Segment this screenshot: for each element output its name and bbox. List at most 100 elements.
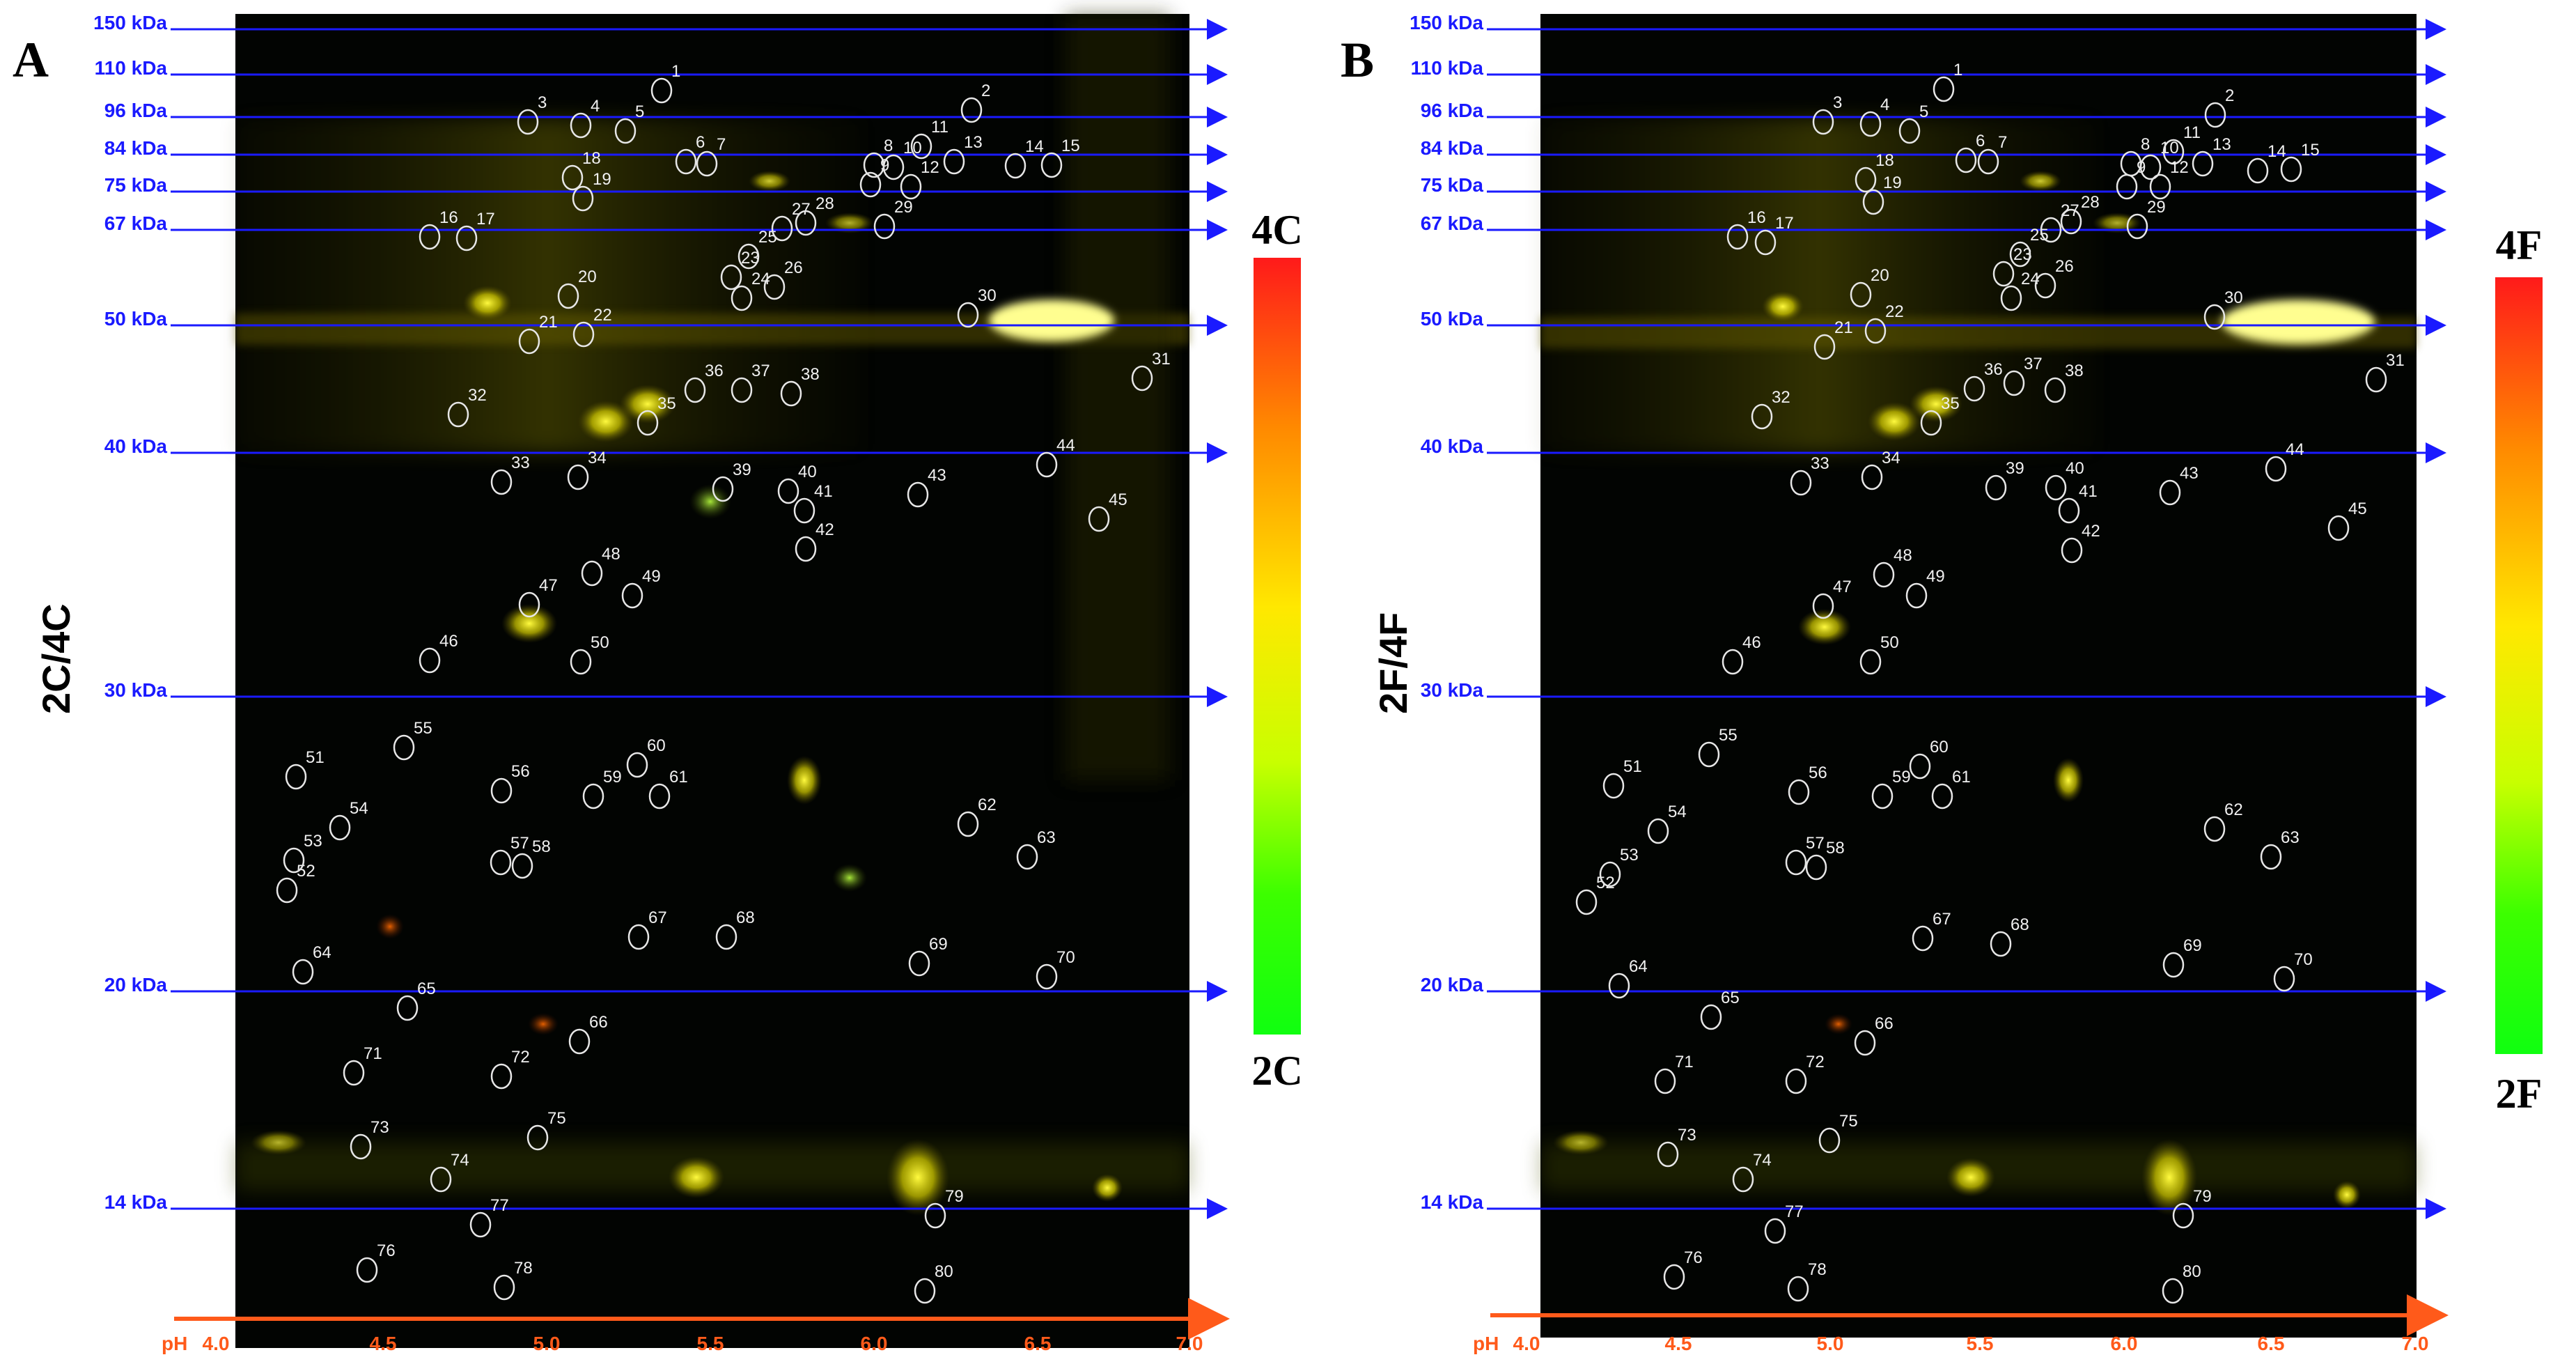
gel-texture-a [235, 14, 1189, 1216]
spot-circle-a-50 [570, 649, 592, 675]
panel-b: B 2F/4F 150 kDa 110 kDa 96 kDa [1341, 12, 2543, 1354]
spot-circle-a-65 [396, 995, 419, 1021]
spot-label-a-12: 12 [921, 158, 939, 177]
spot-label-b-34: 34 [1882, 449, 1900, 467]
spot-label-a-50: 50 [591, 633, 609, 652]
spot-label-a-55: 55 [414, 719, 432, 738]
spot-label-a-61: 61 [669, 768, 688, 787]
spot-label-b-3: 3 [1833, 93, 1842, 112]
spot-label-a-71: 71 [364, 1044, 382, 1063]
spot-circle-b-22 [1864, 318, 1887, 344]
spot-label-b-48: 48 [1894, 546, 1912, 565]
spot-circle-b-64 [1608, 973, 1630, 999]
spot-circle-b-80 [2162, 1278, 2184, 1304]
spot-circle-a-18 [561, 164, 584, 191]
panel-a: A 2C/4C 150 kDa [13, 12, 1303, 1354]
spot-circle-a-26 [763, 274, 786, 300]
spot-circle-a-30 [957, 302, 979, 328]
colorbar-a-top-label: 4C [1251, 207, 1302, 253]
spot-circle-a-35 [637, 410, 659, 436]
spot-label-b-13: 13 [2212, 135, 2231, 154]
spot-label-b-1: 1 [1953, 61, 1962, 79]
spot-circle-b-74 [1732, 1166, 1754, 1193]
panel-b-letter: B [1341, 32, 1374, 88]
spot-label-b-65: 65 [1721, 989, 1740, 1007]
spot-label-b-16: 16 [1747, 208, 1766, 227]
ph-tick-6.5: 6.5 [2258, 1333, 2285, 1354]
spot-circle-b-26 [2034, 272, 2056, 299]
spot-circle-b-48 [1873, 561, 1895, 588]
spot-circle-a-66 [568, 1028, 591, 1055]
spot-circle-b-58 [1805, 854, 1827, 881]
spot-label-b-4: 4 [1880, 95, 1889, 114]
mw-label-30: 30 kDa [1421, 679, 1484, 701]
spot-circle-a-34 [567, 464, 589, 490]
spot-label-b-70: 70 [2294, 950, 2313, 969]
spot-circle-a-58 [511, 853, 533, 879]
mw-label-96: 96 kDa [104, 100, 168, 121]
spot-label-a-3: 3 [538, 93, 547, 112]
spot-circle-a-43 [907, 481, 929, 508]
spot-label-a-21: 21 [539, 313, 558, 332]
spot-circle-a-10 [882, 154, 905, 180]
mw-label-20: 20 kDa [104, 974, 168, 996]
mw-label-67: 67 kDa [1421, 212, 1484, 234]
mw-label-84: 84 kDa [104, 137, 168, 159]
spot-circle-a-70 [1036, 963, 1058, 990]
colorbar-a-bottom-label: 2C [1251, 1048, 1302, 1094]
spot-label-b-72: 72 [1806, 1053, 1825, 1071]
spot-circle-b-57 [1785, 849, 1807, 876]
ph-tick-5.0: 5.0 [1817, 1333, 1844, 1354]
spot-circle-a-46 [419, 647, 441, 674]
spot-circle-b-29 [2126, 213, 2148, 240]
spot-label-a-7: 7 [717, 135, 726, 154]
spot-circle-b-59 [1871, 783, 1894, 810]
spot-circle-a-56 [490, 777, 513, 804]
spot-label-a-41: 41 [814, 482, 833, 501]
spot-label-b-33: 33 [1811, 454, 1829, 473]
spot-circle-b-38 [2044, 377, 2066, 403]
spot-label-b-56: 56 [1809, 764, 1827, 782]
spot-label-b-55: 55 [1719, 726, 1738, 745]
spot-circle-b-25 [2009, 241, 2031, 268]
spot-label-b-28: 28 [2081, 193, 2100, 212]
spot-label-a-60: 60 [647, 736, 666, 755]
spot-label-b-54: 54 [1668, 803, 1687, 821]
mw-label-50: 50 kDa [1421, 308, 1484, 330]
colorbar-gradient-b [2495, 277, 2543, 1054]
spot-circle-b-40 [2045, 474, 2067, 501]
spot-circle-b-45 [2327, 515, 2350, 541]
spot-circle-a-36 [684, 377, 706, 403]
spot-circle-a-57 [490, 849, 512, 876]
spot-label-a-69: 69 [929, 935, 948, 954]
spot-circle-a-72 [490, 1063, 513, 1090]
spot-circle-a-62 [957, 811, 979, 837]
spot-label-a-5: 5 [635, 102, 644, 121]
spot-circle-b-12 [2149, 173, 2171, 200]
spot-label-b-19: 19 [1883, 173, 1902, 192]
spot-circle-b-35 [1920, 410, 1942, 436]
spot-circle-a-28 [795, 210, 817, 236]
spot-label-a-20: 20 [578, 268, 597, 286]
spot-label-b-15: 15 [2301, 141, 2320, 160]
mw-label-40: 40 kDa [104, 435, 168, 457]
spot-label-a-4: 4 [591, 97, 600, 116]
spot-circle-a-48 [581, 560, 603, 587]
spot-label-b-66: 66 [1875, 1014, 1894, 1033]
spot-label-a-29: 29 [894, 198, 913, 217]
spot-label-b-61: 61 [1952, 768, 1971, 787]
spot-circle-b-55 [1698, 741, 1720, 768]
spot-circle-a-78 [493, 1274, 515, 1301]
spot-circle-b-78 [1787, 1276, 1809, 1302]
spot-label-a-38: 38 [801, 365, 820, 384]
ph-tick-4.0: 4.0 [1513, 1333, 1540, 1354]
spot-label-a-16: 16 [439, 208, 458, 227]
spot-circle-a-74 [430, 1166, 452, 1193]
spot-label-a-35: 35 [657, 394, 676, 413]
spot-circle-a-33 [490, 469, 513, 495]
spot-label-a-43: 43 [928, 466, 946, 485]
spot-label-a-59: 59 [603, 768, 622, 787]
spot-label-a-27: 27 [792, 200, 811, 219]
spot-circle-a-59 [582, 783, 604, 810]
spot-circle-a-24 [731, 285, 753, 311]
